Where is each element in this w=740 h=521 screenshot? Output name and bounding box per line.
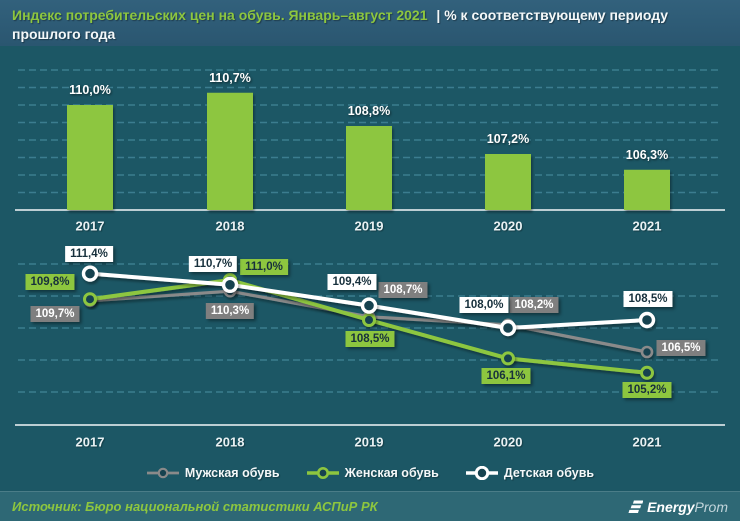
bar-2021 xyxy=(624,169,670,210)
line-axis-year-2019: 2019 xyxy=(354,434,384,450)
bar-chart xyxy=(15,69,725,211)
energyprom-logo-icon xyxy=(628,500,644,513)
mens-shoes-label-2020: 108,2% xyxy=(509,296,559,313)
womens-shoes-label-2021: 105,2% xyxy=(622,381,672,398)
bar-value-label-2017: 110,0% xyxy=(69,83,111,97)
kids-shoes-point-2020 xyxy=(499,319,517,337)
bar-2020 xyxy=(485,154,531,210)
bar-axis-year-2020: 2020 xyxy=(493,218,523,234)
bar-2017 xyxy=(67,105,113,210)
line-chart xyxy=(15,263,725,426)
bar-axis-year-2017: 2017 xyxy=(75,218,105,234)
bar-2018 xyxy=(207,92,253,210)
page-title-line2: прошлого года xyxy=(12,26,116,42)
logo-text-energy: Energy xyxy=(647,498,695,515)
kids-shoes-point-2019 xyxy=(360,297,378,314)
mens-shoes-label-2017: 109,7% xyxy=(30,305,80,322)
legend-marker-kids-shoes-icon xyxy=(465,466,498,480)
legend-item-kids-shoes: Детская обувь xyxy=(465,466,594,480)
legend-label: Детская обувь xyxy=(503,466,595,480)
womens-shoes-point-2019 xyxy=(362,313,376,327)
kids-shoes-label-2021: 108,5% xyxy=(623,291,673,307)
kids-shoes-label-2017: 111,4% xyxy=(65,245,113,262)
womens-shoes-point-2017 xyxy=(83,292,97,307)
kids-shoes-point-2018 xyxy=(221,276,239,293)
kids-shoes-label-2019: 109,4% xyxy=(327,273,377,290)
bar-2019 xyxy=(346,126,392,210)
bar-axis-year-2018: 2018 xyxy=(215,218,245,234)
womens-shoes-point-2020 xyxy=(501,351,515,366)
chart-legend: Мужская обувь Женская обувь Детская обувь xyxy=(0,464,740,482)
legend-item-mens-shoes: Мужская обувь xyxy=(146,466,280,480)
header: Индекс потребительских цен на обувь. Янв… xyxy=(0,0,740,46)
bar-value-label-2020: 107,2% xyxy=(486,132,530,146)
kids-shoes-point-2017 xyxy=(81,265,99,282)
legend-label: Женская обувь xyxy=(344,466,439,480)
mens-shoes-label-2018: 110,3% xyxy=(205,303,255,320)
womens-shoes-label-2018: 111,0% xyxy=(240,259,288,275)
line-axis-year-2018: 2018 xyxy=(215,434,245,450)
line-axis-year-2017: 2017 xyxy=(75,434,105,450)
womens-shoes-label-2019: 108,5% xyxy=(345,331,395,347)
bar-axis-year-2021: 2021 xyxy=(632,218,662,234)
kids-shoes-label-2018: 110,7% xyxy=(188,255,238,272)
line-axis-year-2020: 2020 xyxy=(493,434,523,450)
womens-shoes-label-2020: 106,1% xyxy=(481,368,531,385)
legend-marker-mens-shoes-icon xyxy=(146,467,179,479)
womens-shoes-point-2021 xyxy=(640,365,654,380)
mens-shoes-label-2019: 108,7% xyxy=(378,281,428,298)
bar-value-label-2021: 106,3% xyxy=(625,147,669,162)
kids-shoes-label-2020: 108,0% xyxy=(459,297,509,313)
logo-text-prom: Prom xyxy=(694,498,728,515)
page-title-rest: | % к соответствующему периоду xyxy=(436,7,669,23)
legend-marker-womens-shoes-icon xyxy=(306,467,339,479)
source-text: Источник: Бюро национальной статистики А… xyxy=(12,499,378,514)
mens-shoes-label-2021: 106,5% xyxy=(656,340,706,356)
bar-value-label-2019: 108,8% xyxy=(347,104,391,118)
energyprom-logo: EnergyProm xyxy=(626,499,728,515)
legend-item-womens-shoes: Женская обувь xyxy=(306,466,439,480)
bar-value-label-2018: 110,7% xyxy=(209,70,251,85)
line-axis-year-2021: 2021 xyxy=(632,434,662,450)
bar-axis-year-2019: 2019 xyxy=(354,218,384,234)
womens-shoes-label-2017: 109,8% xyxy=(25,274,75,291)
footer: Источник: Бюро национальной статистики А… xyxy=(0,491,740,521)
mens-shoes-point-2021 xyxy=(640,345,654,359)
page-title-highlight: Индекс потребительских цен на обувь. Янв… xyxy=(12,7,428,23)
kids-shoes-point-2021 xyxy=(638,311,656,329)
legend-label: Мужская обувь xyxy=(184,466,280,480)
